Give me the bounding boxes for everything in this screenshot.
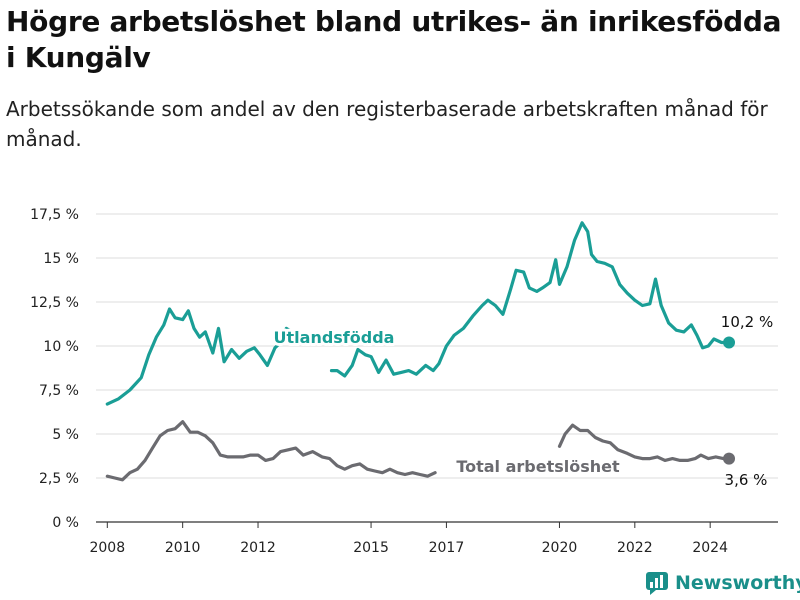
series-layer	[105, 221, 736, 482]
x-tick-label: 2008	[89, 540, 125, 556]
x-tick-label: 2012	[240, 540, 276, 556]
x-tick-label: 2015	[353, 540, 389, 556]
series-label-utlandsfodda-halo: Utlandsfödda	[274, 328, 395, 347]
x-tick-label: 2020	[542, 540, 578, 556]
y-tick-label: 0 %	[52, 515, 79, 531]
chart-subtitle: Arbetssökande som andel av den registerb…	[6, 97, 768, 151]
series-end-point	[723, 336, 736, 349]
x-tick-label: 2024	[692, 540, 728, 556]
y-tick-label: 2,5 %	[39, 471, 79, 487]
series-label-total-halo: Total arbetslöshet	[456, 457, 620, 476]
x-tick-label: 2022	[617, 540, 653, 556]
series-line-1	[329, 221, 731, 378]
y-tick-label: 10 %	[43, 339, 79, 355]
series-line-0	[105, 307, 294, 406]
axis-layer: 0 % 2,5 % 5 % 7,5 % 10 % 12,5 % 15 % 17,5 % 2008…	[30, 207, 728, 556]
end-value-total: 3,6 %	[725, 471, 768, 489]
bar-chart-bubble-icon	[646, 572, 668, 595]
x-tick-label: 2010	[165, 540, 201, 556]
y-tick-label: 12,5 %	[30, 295, 79, 311]
x-tick-label: 2017	[429, 540, 465, 556]
grid-layer	[96, 213, 778, 523]
series-line-3	[557, 423, 731, 462]
chart-title: Högre arbetslöshet bland utrikes- än inr…	[6, 5, 782, 74]
y-tick-label: 15 %	[43, 251, 79, 267]
series-label-total: Total arbetslöshet	[456, 457, 620, 476]
y-tick-label: 17,5 %	[30, 207, 79, 223]
y-tick-label: 5 %	[52, 427, 79, 443]
end-value-utlandsfodda: 10,2 %	[721, 313, 773, 331]
brand-name: Newsworthy	[675, 572, 800, 594]
series-label-utlandsfodda: Utlandsfödda	[274, 328, 395, 347]
newsworthy-logo: Newsworthy	[645, 568, 800, 598]
series-end-point	[723, 452, 736, 465]
y-tick-label: 7,5 %	[39, 383, 79, 399]
series-line-2	[105, 420, 437, 482]
